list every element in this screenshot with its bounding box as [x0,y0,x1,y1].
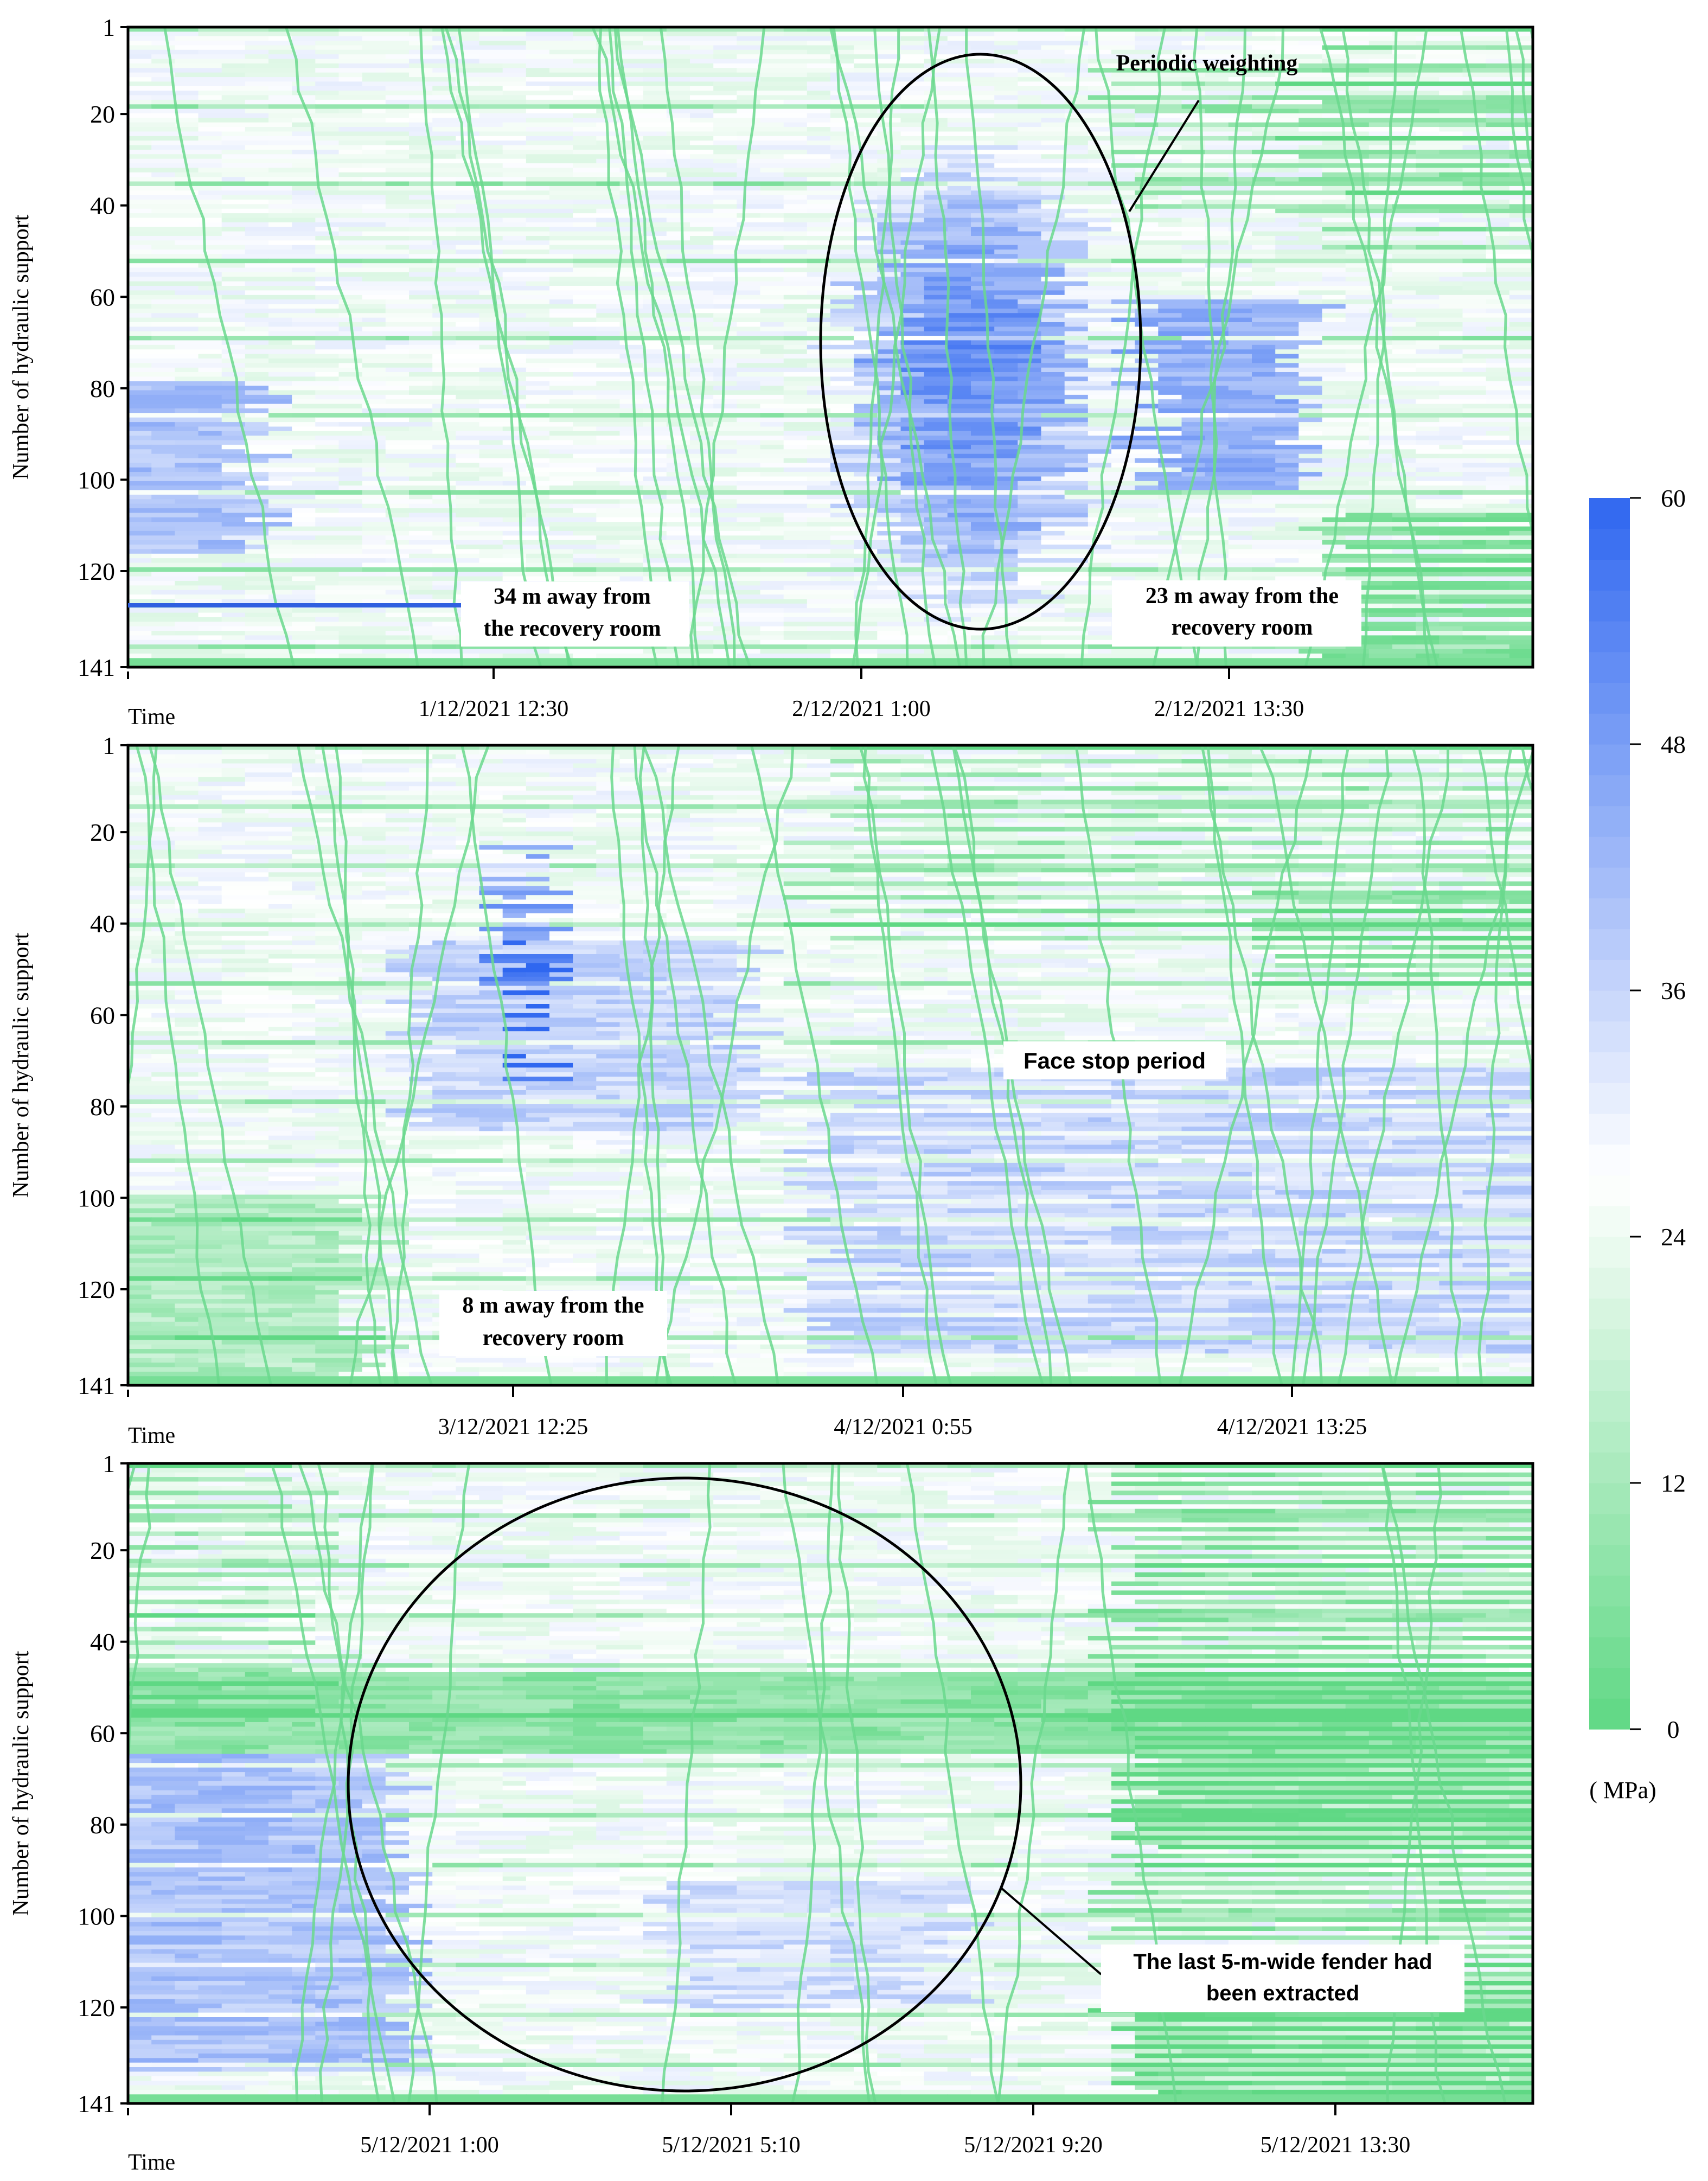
panel-top-time-label: Time [128,705,175,730]
panel-top-x-ticks: 1/12/2021 12:30 2/12/2021 1:00 2/12/2021 1… [127,667,1304,721]
annotation-8m-line2: recovery room [483,1326,624,1351]
y-tick-label: 40 [90,910,115,938]
x-tick-label: 4/12/2021 13:25 [1217,1415,1367,1440]
x-tick-label: 2/12/2021 1:00 [792,696,931,721]
periodic-weighting-ellipse [819,53,1142,631]
y-tick-label: 80 [90,1093,115,1121]
panel-middle-time-label: Time [128,1423,175,1448]
annotation-face-stop-bg [1003,1041,1226,1079]
y-tick-label: 1 [103,14,115,41]
x-tick-label: 3/12/2021 12:25 [438,1415,588,1440]
y-tick-label: 1 [103,1450,115,1478]
y-tick-label: 100 [78,466,115,494]
y-tick-label: 120 [78,1994,115,2022]
y-tick-label: 20 [90,1537,115,1564]
panel-middle-y-axis-label: Number of hydraulic support [9,932,34,1198]
y-tick-label: 20 [90,818,115,846]
panel-bottom-y-axis-label: Number of hydraulic support [9,1651,34,1916]
y-tick-label: 20 [90,100,115,128]
colorbar: 0 12 24 36 48 60 ( MPa) [1589,484,1686,1803]
panel-top-y-axis-label: Number of hydraulic support [9,214,34,479]
annotation-23m-line2: recovery room [1172,615,1313,640]
annotation-8m-line1: 8 m away from the [462,1293,644,1318]
colorbar-tick-label: 12 [1661,1469,1686,1497]
periodic-weighting-label: Periodic weighting [1116,51,1298,76]
x-tick-label: 5/12/2021 1:00 [360,2133,499,2158]
y-tick-label: 40 [90,192,115,220]
y-tick-label: 141 [78,2090,115,2118]
x-tick-label: 5/12/2021 9:20 [964,2133,1103,2158]
annotation-23m-bg [1112,580,1361,647]
y-tick-label: 80 [90,1811,115,1839]
x-tick-label: 2/12/2021 13:30 [1154,696,1304,721]
fender-extracted-circle [347,1476,1022,2093]
x-tick-label: 5/12/2021 5:10 [662,2133,801,2158]
panel-middle-heatmap [128,745,1533,1385]
blue-line-marker [128,603,581,607]
panel-top-frame [126,25,1534,669]
colorbar-tick-label: 48 [1661,731,1686,758]
fender-extracted-leader [1000,1886,1102,1975]
annotation-face-stop: Face stop period [1023,1048,1206,1073]
panel-middle-x-ticks: 3/12/2021 12:25 4/12/2021 0:55 4/12/2021 1… [127,1385,1367,1440]
annotation-34m-line2: the recovery room [483,616,661,641]
panel-bottom-x-ticks: 5/12/2021 1:00 5/12/2021 5:10 5/12/2021 9:… [127,2103,1411,2158]
panel-bottom-time-label: Time [128,2150,175,2175]
colorbar-ticks: 0 12 24 36 48 60 [1630,484,1686,1743]
y-tick-label: 120 [78,558,115,585]
y-tick-label: 141 [78,654,115,681]
y-tick-label: 120 [78,1276,115,1303]
annotation-fender-bg [1101,1945,1464,2012]
panel-middle-frame [126,744,1534,1387]
annotation-23m-line1: 23 m away from the [1146,584,1339,609]
colorbar-tick-label: 0 [1667,1716,1680,1743]
colorbar-unit-label: ( MPa) [1589,1777,1656,1803]
y-tick-label: 141 [78,1372,115,1399]
colorbar-tick-label: 24 [1661,1223,1686,1251]
y-tick-label: 60 [90,283,115,311]
panel-top-heatmap [128,27,1533,667]
periodic-weighting-leader [1128,99,1200,213]
y-tick-label: 60 [90,1719,115,1747]
y-tick-label: 100 [78,1902,115,1930]
annotation-34m-line1: 34 m away from [494,584,651,609]
y-tick-label: 40 [90,1628,115,1656]
colorbar-bands [1589,498,1630,1730]
colorbar-tick-label: 36 [1661,977,1686,1005]
annotation-34m-bg [461,581,689,647]
y-tick-label: 100 [78,1184,115,1212]
y-tick-label: 1 [103,732,115,759]
panel-bottom-frame [126,1462,1534,2105]
colorbar-tick-label: 60 [1661,484,1686,512]
annotation-8m-bg [439,1291,667,1356]
x-tick-label: 1/12/2021 12:30 [419,696,569,721]
y-tick-label: 80 [90,375,115,402]
x-tick-label: 4/12/2021 0:55 [834,1415,973,1440]
annotation-fender-line1: The last 5-m-wide fender had [1133,1950,1432,1974]
y-tick-label: 60 [90,1001,115,1029]
x-tick-label: 5/12/2021 13:30 [1261,2133,1411,2158]
annotation-fender-line2: been extracted [1206,1981,1359,2005]
